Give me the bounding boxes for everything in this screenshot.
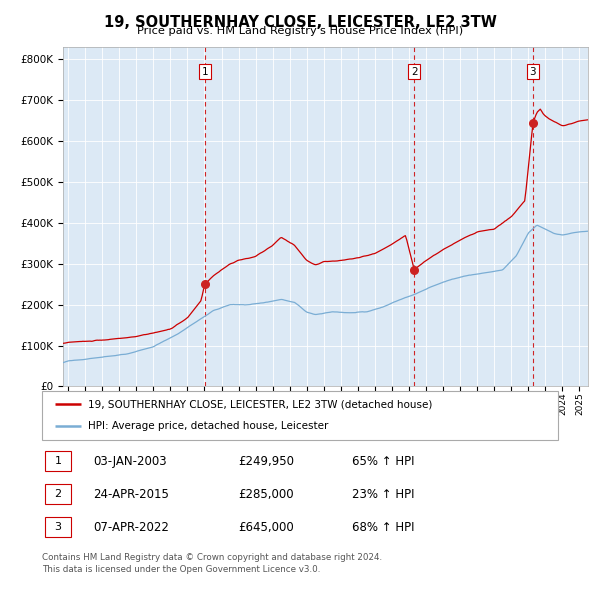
Text: 24-APR-2015: 24-APR-2015: [94, 487, 169, 501]
Text: 19, SOUTHERNHAY CLOSE, LEICESTER, LE2 3TW: 19, SOUTHERNHAY CLOSE, LEICESTER, LE2 3T…: [104, 15, 496, 30]
Text: HPI: Average price, detached house, Leicester: HPI: Average price, detached house, Leic…: [88, 421, 329, 431]
Text: 19, SOUTHERNHAY CLOSE, LEICESTER, LE2 3TW (detached house): 19, SOUTHERNHAY CLOSE, LEICESTER, LE2 3T…: [88, 399, 433, 409]
Text: 1: 1: [202, 67, 208, 77]
Text: 03-JAN-2003: 03-JAN-2003: [94, 454, 167, 468]
Text: Contains HM Land Registry data © Crown copyright and database right 2024.: Contains HM Land Registry data © Crown c…: [42, 553, 382, 562]
Text: Price paid vs. HM Land Registry's House Price Index (HPI): Price paid vs. HM Land Registry's House …: [137, 26, 463, 36]
Bar: [44, 451, 71, 471]
Text: This data is licensed under the Open Government Licence v3.0.: This data is licensed under the Open Gov…: [42, 565, 320, 573]
Text: 3: 3: [530, 67, 536, 77]
Text: 65% ↑ HPI: 65% ↑ HPI: [352, 454, 414, 468]
Text: £285,000: £285,000: [238, 487, 294, 501]
Text: 2: 2: [55, 489, 62, 499]
Text: 68% ↑ HPI: 68% ↑ HPI: [352, 520, 414, 534]
Text: £249,950: £249,950: [238, 454, 294, 468]
Text: 3: 3: [55, 522, 61, 532]
Text: 07-APR-2022: 07-APR-2022: [94, 520, 169, 534]
Text: 1: 1: [55, 456, 61, 466]
Bar: [44, 517, 71, 537]
Text: £645,000: £645,000: [238, 520, 294, 534]
Text: 23% ↑ HPI: 23% ↑ HPI: [352, 487, 414, 501]
Bar: [44, 484, 71, 504]
Text: 2: 2: [411, 67, 418, 77]
